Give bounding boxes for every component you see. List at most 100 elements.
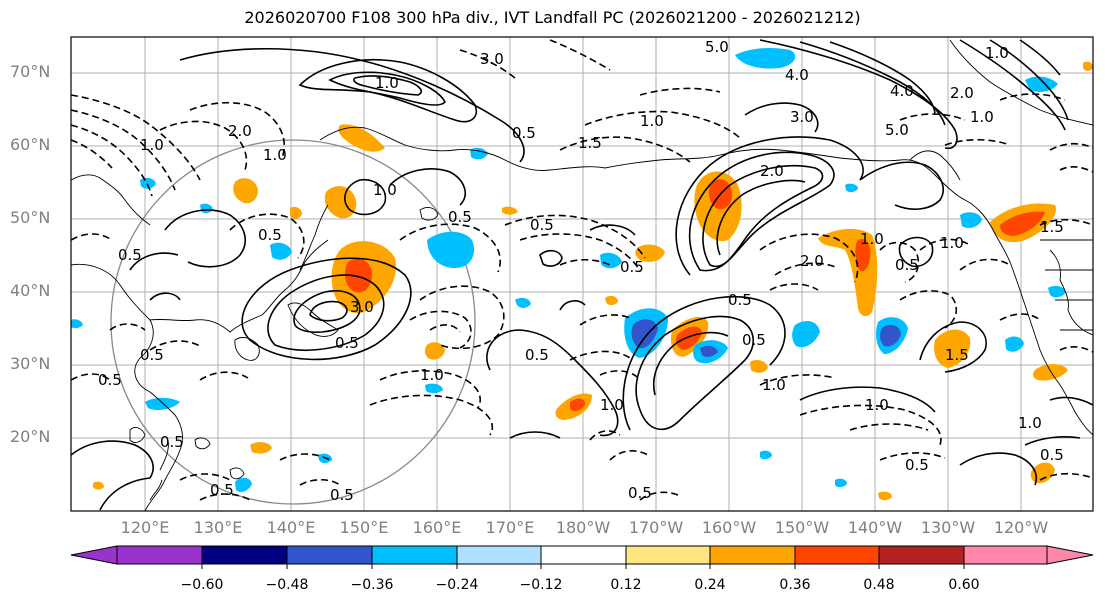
contour-label: 0.5 [728, 291, 752, 309]
contour-label: 0.5 [448, 208, 472, 226]
contour-label: 0.5 [530, 216, 554, 234]
contour-label: 0.5 [905, 456, 929, 474]
lon-label: 170°E [485, 518, 535, 537]
colorbar-tick-label: −0.48 [265, 577, 309, 593]
contour-label: 4.0 [890, 82, 914, 100]
contour-label: 3.0 [480, 50, 504, 68]
contour-label: 1.0 [860, 230, 884, 248]
contour-label: 1.0 [373, 181, 397, 199]
colorbar-tick-label: 0.60 [948, 577, 980, 593]
colorbar-tick-label: 0.36 [779, 577, 811, 593]
colorbar-bin [878, 545, 965, 565]
lon-label: 150°W [774, 518, 830, 537]
contour-label: 0.5 [335, 334, 359, 352]
contour-label: 0.5 [258, 226, 282, 244]
contour-label: 0.5 [512, 124, 536, 142]
contour-label: 2.0 [228, 122, 252, 140]
colorbar [70, 545, 1094, 569]
contour-label: 1.5 [945, 346, 969, 364]
lon-label: 180°W [555, 518, 611, 537]
lon-label: 120°E [120, 518, 170, 537]
colorbar-bin [625, 545, 711, 565]
contour-label: 1.0 [600, 396, 624, 414]
colorbar-tick-label: −0.36 [350, 577, 394, 593]
contour-label: 0.5 [895, 256, 919, 274]
contour-labels: 5.0 3.0 4.0 5.0 2.0 1.0 0.5 1.0 0.5 2.0 … [98, 38, 1064, 504]
contour-label: 0.5 [160, 433, 184, 451]
contour-label: 0.5 [118, 246, 142, 264]
lat-label: 70°N [10, 62, 51, 81]
colorbar-extend-max [1046, 545, 1094, 565]
contour-label: 0.5 [628, 484, 652, 502]
colorbar-tick-marks [201, 564, 965, 569]
contour-label: 1.0 [263, 146, 287, 164]
contour-label: 5.0 [885, 121, 909, 139]
lon-label: 130°E [193, 518, 243, 537]
lat-label: 60°N [10, 135, 51, 154]
colorbar-bin [540, 545, 627, 565]
colorbar-extend-min [70, 545, 118, 565]
contour-label: 0.5 [330, 486, 354, 504]
lon-label: 140°E [266, 518, 316, 537]
contour-label: 2.0 [760, 162, 784, 180]
contour-label: 1.0 [375, 74, 399, 92]
contour-label: 0.5 [1040, 446, 1064, 464]
contour-label: 1.0 [940, 234, 964, 252]
colorbar-bin [286, 545, 373, 565]
contour-label: 0.5 [742, 331, 766, 349]
lon-label: 170°W [628, 518, 684, 537]
contour-label: 1.5 [1040, 218, 1064, 236]
colorbar-tick-label: 0.12 [610, 577, 642, 593]
negative-divergence-shading [71, 47, 1066, 492]
contour-label: 3.0 [790, 108, 814, 126]
colorbar-tick-label: −0.24 [435, 577, 479, 593]
contour-label: 1.0 [865, 396, 889, 414]
lat-label: 20°N [10, 427, 51, 446]
contour-label: 1.0 [140, 136, 164, 154]
landfall-circle [110, 139, 476, 505]
lat-label: 40°N [10, 281, 51, 300]
ivt-contours-dashed [71, 39, 1093, 501]
map-title: 2026020700 F108 300 hPa div., IVT Landfa… [244, 8, 861, 27]
colorbar-bin [371, 545, 458, 565]
colorbar-bin [794, 545, 880, 565]
contour-label: 0.5 [620, 258, 644, 276]
colorbar-bin [963, 545, 1048, 565]
map-panel [71, 37, 1093, 511]
colorbar-bin [201, 545, 288, 565]
colorbar-tick-label: −0.60 [180, 577, 224, 593]
contour-label: 1.0 [985, 44, 1009, 62]
contour-label: 1.0 [640, 112, 664, 130]
lon-label: 140°W [847, 518, 903, 537]
colorbar-tick-label: 0.48 [863, 577, 895, 593]
lon-label: 160°E [412, 518, 462, 537]
lon-label: 120°W [993, 518, 1049, 537]
colorbar-tick-label: 0.24 [694, 577, 726, 593]
colorbar-bin [456, 545, 542, 565]
contour-label: 1.0 [970, 108, 994, 126]
contour-label: 1.5 [578, 134, 602, 152]
contour-label: 3.0 [350, 298, 374, 316]
colorbar-bin [116, 545, 203, 565]
contour-label: 2.0 [800, 252, 824, 270]
lat-label: 50°N [10, 208, 51, 227]
contour-label: 5.0 [705, 38, 729, 56]
map-border [70, 36, 1094, 512]
colorbar-tick-label: −0.12 [519, 577, 563, 593]
lon-label: 150°E [339, 518, 389, 537]
contour-label: 1.0 [420, 366, 444, 384]
contour-label: 4.0 [785, 66, 809, 84]
contour-label: 0.5 [98, 371, 122, 389]
contour-label: 0.5 [525, 346, 549, 364]
coastlines [71, 39, 1093, 511]
contour-label: 1.0 [762, 376, 786, 394]
lon-label: 130°W [920, 518, 976, 537]
contour-label: 0.5 [140, 346, 164, 364]
contour-label: 0.5 [210, 481, 234, 499]
lon-label: 160°W [701, 518, 757, 537]
lat-label: 30°N [10, 354, 51, 373]
contour-label: 2.0 [950, 84, 974, 102]
ivt-contours-solid [71, 39, 1093, 511]
colorbar-bin [709, 545, 796, 565]
